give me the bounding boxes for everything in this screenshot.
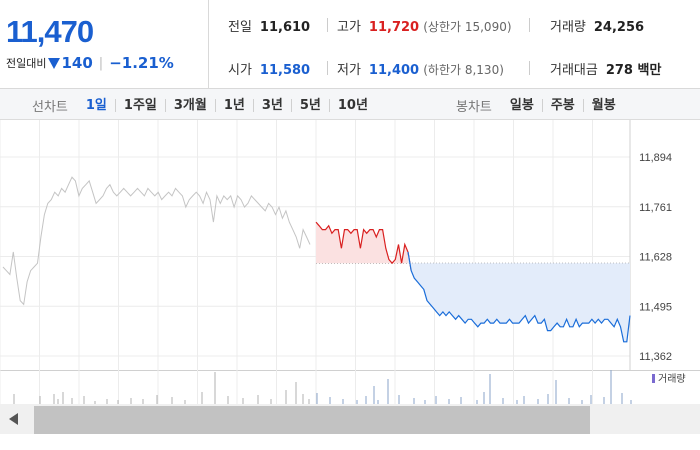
divider [327,18,328,32]
period-tabbar: 선차트 1일 1주일 3개월 1년 3년 5년 10년 봉차트 일봉 주봉 월봉 [0,89,700,120]
y-tick-label: 11,628 [639,252,672,264]
tab-candle-2[interactable]: 월봉 [582,99,624,112]
stat-value: 278 백만 [605,63,662,78]
line-chart-tabs: 선차트 1일 1주일 3개월 1년 3년 5년 10년 [32,96,376,115]
change-label: 전일대비 [6,57,47,70]
chart-scrollbar[interactable] [0,404,700,436]
stat-open: 시가 11,580 [228,59,310,78]
stat-value: 11,720 [368,20,420,35]
price-box: 11,470 전일대비 140 | −1.21% [0,0,209,88]
tab-line-3[interactable]: 1년 [214,99,253,112]
candle-chart-label: 봉차트 [456,100,492,115]
stat-amount: 거래대금 278 백만 [550,59,661,78]
stat-label: 저가 [337,63,361,78]
up-line [315,221,412,271]
up-area [316,222,412,271]
tab-candle-1[interactable]: 주봉 [541,99,583,112]
y-tick-label: 11,362 [639,351,672,363]
stat-volume: 거래량 24,256 [550,16,644,35]
down-line [407,251,631,343]
y-tick-label: 11,894 [639,152,672,164]
tab-line-4[interactable]: 3년 [252,99,291,112]
current-price: 11,470 [6,14,94,49]
volume-legend-swatch [652,374,655,383]
stat-label: 거래대금 [550,63,598,78]
divider [529,18,530,32]
stat-value: 24,256 [593,20,645,35]
stat-label: 고가 [337,20,361,35]
tab-line-6[interactable]: 10년 [328,99,376,112]
separator: | [98,55,104,71]
stat-label: 거래량 [550,20,586,35]
tab-line-5[interactable]: 5년 [290,99,329,112]
prev-day-line [2,176,311,306]
tab-line-0[interactable]: 1일 [85,98,107,113]
divider [327,61,328,75]
tab-candle-0[interactable]: 일봉 [509,98,534,113]
change-value: 140 [61,54,93,72]
upper-limit: (상한가 15,090) [423,20,512,34]
stats-panel: 전일 11,610 고가 11,720 (상한가 15,090) 거래량 24,256… [209,0,700,88]
stat-value: 11,400 [368,63,420,78]
y-tick-label: 11,761 [639,202,672,214]
down-arrow-icon [48,57,61,69]
stat-high: 고가 11,720 (상한가 15,090) [337,16,512,35]
price-chart: 11,894 11,761 11,628 11,495 11,362 [0,120,672,370]
y-tick-label: 11,495 [639,301,672,313]
stat-prev-close: 전일 11,610 [228,16,310,35]
stat-label: 전일 [228,20,252,35]
volume-legend-label: 거래량 [658,373,686,385]
change-row: 전일대비 140 | −1.21% [6,54,174,72]
lower-limit: (하한가 8,130) [423,63,504,77]
change-percent: −1.21% [109,54,174,72]
down-area [408,252,630,342]
stat-label: 시가 [228,63,252,78]
stat-value: 11,580 [259,63,311,78]
stat-low: 저가 11,400 (하한가 8,130) [337,59,504,78]
tab-line-2[interactable]: 3개월 [164,99,215,112]
tab-line-1[interactable]: 1주일 [114,99,165,112]
divider [529,61,530,75]
stat-value: 11,610 [259,20,311,35]
scroll-thumb[interactable] [34,406,590,436]
line-chart-label: 선차트 [32,100,68,115]
scroll-left-icon[interactable] [9,413,18,425]
quote-header: 11,470 전일대비 140 | −1.21% 전일 11,610 고가 11,7… [0,0,700,89]
candle-chart-tabs: 봉차트 일봉 주봉 월봉 [456,96,624,115]
volume-chart: 거래량 [0,370,700,404]
